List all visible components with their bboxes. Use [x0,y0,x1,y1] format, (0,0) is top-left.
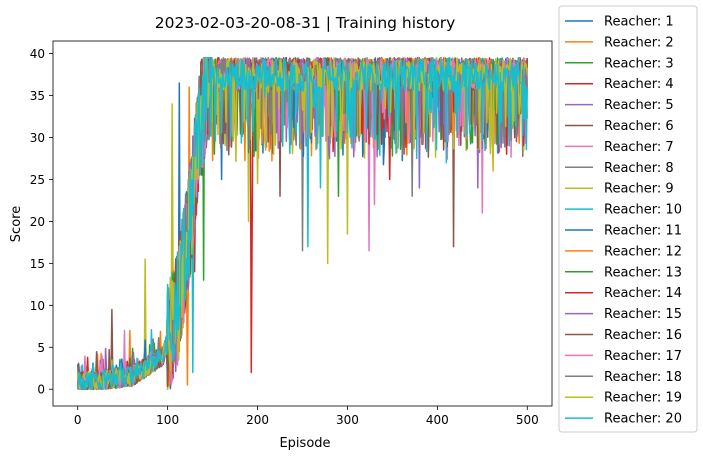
y-axis-label: Score [9,206,24,242]
y-tick-label: 5 [37,341,45,355]
legend-label: Reacher: 7 [604,140,674,155]
legend-label: Reacher: 17 [604,349,682,364]
legend-label: Reacher: 5 [604,98,674,113]
y-tick-label: 10 [30,299,45,313]
x-axis-ticks: 0 100 200 300 400 500 [74,406,539,427]
x-axis-label: Episode [279,436,330,451]
y-tick-label: 15 [30,257,45,271]
legend-label: Reacher: 19 [604,391,682,406]
legend-label: Reacher: 10 [604,203,682,218]
legend-label: Reacher: 6 [604,119,674,134]
legend-label: Reacher: 12 [604,244,682,259]
chart-title: 2023-02-03-20-08-31 | Training history [155,14,456,32]
legend-label: Reacher: 4 [604,77,674,92]
legend-label: Reacher: 13 [604,265,682,280]
plot-frame [52,40,553,407]
legend-label: Reacher: 8 [604,161,674,176]
legend-label: Reacher: 18 [604,370,682,385]
y-tick-label: 20 [30,215,45,229]
x-tick-label: 300 [336,413,359,427]
y-tick-label: 0 [37,383,45,397]
legend-label: Reacher: 20 [604,412,682,427]
legend-label: Reacher: 1 [604,15,674,30]
series-line-reacher-20 [76,57,529,390]
x-tick-label: 200 [246,413,269,427]
y-axis-ticks: 0 5 10 15 20 25 30 35 40 [30,47,53,397]
legend-label: Reacher: 16 [604,328,682,343]
legend-label: Reacher: 3 [604,56,674,71]
legend-label: Reacher: 11 [604,224,682,239]
x-tick-label: 400 [426,413,449,427]
x-tick-label: 500 [516,413,539,427]
y-tick-label: 25 [30,173,45,187]
legend-label: Reacher: 2 [604,35,674,50]
legend-box [558,5,698,433]
y-tick-label: 30 [30,131,45,145]
y-tick-label: 35 [30,89,45,103]
x-tick-label: 0 [74,413,82,427]
legend-label: Reacher: 15 [604,307,682,322]
y-tick-label: 40 [30,47,45,61]
legend-label: Reacher: 9 [604,182,674,197]
legend-label: Reacher: 14 [604,286,682,301]
series-lines [76,57,529,390]
x-tick-label: 100 [156,413,179,427]
legend: Reacher: 1 Reacher: 2 Reacher: 3 Reacher: 4… [558,5,698,433]
